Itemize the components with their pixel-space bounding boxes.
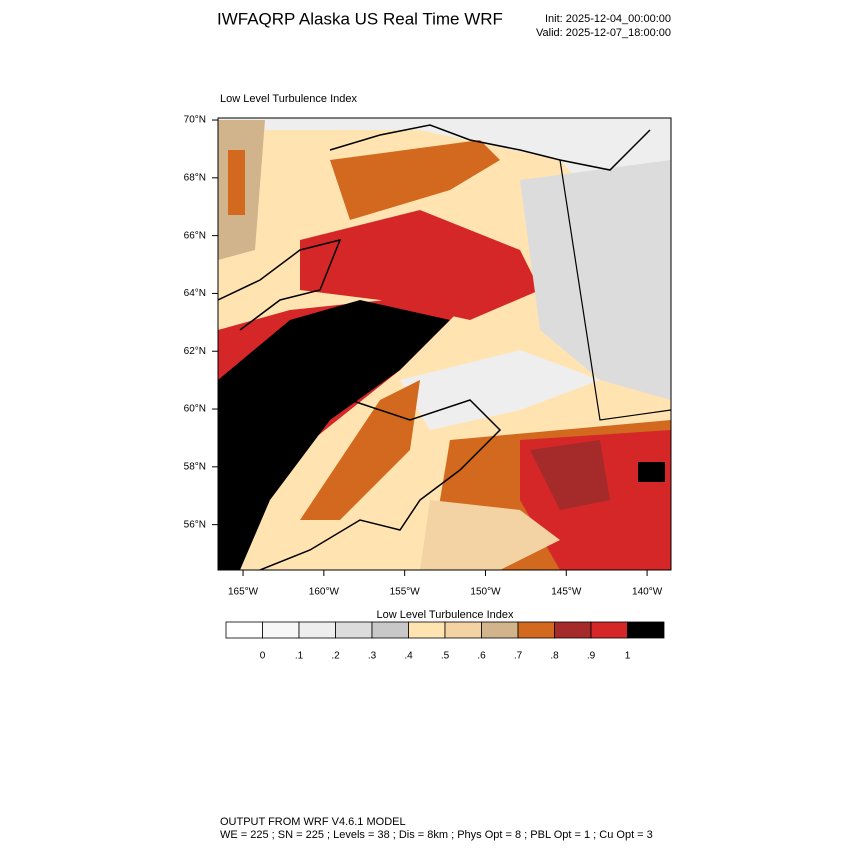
colorbar-label: 0 bbox=[260, 651, 266, 662]
x-tick-label: 140°W bbox=[632, 587, 663, 598]
map-field bbox=[218, 118, 671, 570]
colorbar-label: 1 bbox=[625, 651, 631, 662]
y-tick-label: 58°N bbox=[184, 461, 206, 472]
y-tick-label: 60°N bbox=[184, 404, 206, 415]
colorbar-label: .6 bbox=[477, 651, 486, 662]
colorbar-box bbox=[371, 621, 409, 639]
colorbar-label: .1 bbox=[295, 651, 304, 662]
colorbar-box bbox=[517, 621, 555, 639]
footer-line: OUTPUT FROM WRF V4.6.1 MODEL bbox=[220, 816, 406, 828]
colorbar-box bbox=[554, 621, 592, 639]
x-tick-label: 165°W bbox=[228, 587, 259, 598]
x-tick-label: 145°W bbox=[551, 587, 582, 598]
colorbar-title: Low Level Turbulence Index bbox=[377, 609, 514, 621]
colorbar-box bbox=[335, 621, 373, 639]
y-tick-label: 68°N bbox=[184, 172, 206, 183]
panel-title: Low Level Turbulence Index bbox=[220, 93, 357, 105]
colorbar-box bbox=[408, 621, 446, 639]
colorbar-label: .2 bbox=[331, 651, 340, 662]
colorbar-label: .3 bbox=[368, 651, 377, 662]
colorbar-box bbox=[298, 621, 336, 639]
colorbar-box bbox=[481, 621, 519, 639]
colorbar-label: .5 bbox=[441, 651, 450, 662]
colorbar-label: .9 bbox=[587, 651, 596, 662]
y-tick-label: 64°N bbox=[184, 288, 206, 299]
map-frame bbox=[217, 117, 672, 571]
y-tick-label: 56°N bbox=[184, 519, 206, 530]
valid-time: Valid: 2025-12-07_18:00:00 bbox=[536, 27, 671, 39]
colorbar-box bbox=[590, 621, 628, 639]
colorbar-box bbox=[225, 621, 263, 639]
x-tick-label: 160°W bbox=[309, 587, 340, 598]
colorbar-box bbox=[262, 621, 300, 639]
colorbar-box bbox=[444, 621, 482, 639]
y-tick-label: 70°N bbox=[184, 115, 206, 126]
colorbar-label: .7 bbox=[514, 651, 523, 662]
footer-line: WE = 225 ; SN = 225 ; Levels = 38 ; Dis … bbox=[220, 829, 653, 841]
y-tick-label: 66°N bbox=[184, 230, 206, 241]
colorbar-label: .4 bbox=[404, 651, 413, 662]
x-tick-label: 155°W bbox=[390, 587, 421, 598]
x-tick-label: 150°W bbox=[470, 587, 501, 598]
colorbar-box bbox=[627, 621, 665, 639]
init-time: Init: 2025-12-04_00:00:00 bbox=[545, 13, 671, 25]
title: IWFAQRP Alaska US Real Time WRF bbox=[217, 9, 503, 28]
y-tick-label: 62°N bbox=[184, 346, 206, 357]
colorbar-label: .8 bbox=[550, 651, 559, 662]
